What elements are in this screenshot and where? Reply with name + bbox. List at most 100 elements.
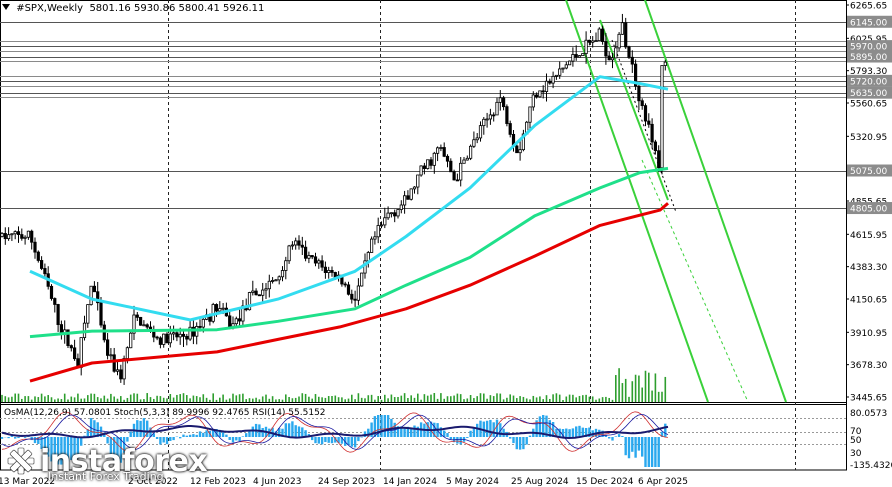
candle (294, 237, 298, 250)
candle (92, 281, 96, 293)
candle (492, 112, 496, 122)
candle (373, 231, 377, 245)
candle-body (393, 212, 397, 217)
candle-body (564, 64, 568, 69)
fib-line (611, 39, 677, 213)
osma-bar (410, 429, 413, 437)
candle-body (465, 157, 469, 161)
candle (541, 85, 545, 99)
channel-median-line (641, 159, 749, 403)
osma-bar (76, 437, 80, 459)
candle-body (452, 171, 456, 181)
time-tick-label: 24 Sep 2023 (318, 477, 375, 487)
candle-body (168, 333, 172, 344)
candle-body (162, 333, 166, 345)
candle (462, 156, 466, 164)
level-label: 5075.00 (850, 167, 887, 177)
candle (412, 186, 417, 194)
candle-body (422, 165, 427, 169)
osma-bar (320, 437, 324, 445)
osma-bar (238, 437, 241, 442)
candle-body (135, 314, 139, 318)
osma-bar (155, 437, 159, 439)
candle (505, 104, 509, 127)
level-label-box (847, 50, 892, 63)
osma-bar (182, 434, 185, 437)
osma-bar (357, 437, 360, 442)
candle-body (53, 298, 57, 305)
osma-bar (251, 426, 254, 437)
candle (287, 244, 291, 264)
candle-body (73, 347, 77, 360)
candle-body (610, 57, 615, 61)
candle-body (198, 326, 202, 328)
level-label: 5720.00 (850, 77, 887, 87)
candle (515, 143, 519, 154)
candle-body (228, 315, 232, 328)
osma-bar (515, 437, 518, 450)
trend-channel (565, 0, 787, 403)
candle (647, 113, 651, 128)
candle-body (627, 46, 631, 58)
candle-body (218, 308, 222, 312)
osma-bar (324, 437, 327, 443)
candle (627, 45, 631, 60)
candle-body (257, 294, 262, 297)
osma-bar (383, 415, 386, 437)
candle-body (624, 22, 628, 48)
osma-bar (248, 430, 251, 437)
candle (587, 39, 592, 46)
candle-body (86, 304, 90, 324)
candle-body (267, 280, 271, 290)
osma-bar (637, 437, 641, 451)
candle (30, 229, 34, 250)
candle-body (614, 47, 618, 59)
osma-bar (548, 420, 551, 437)
candle-body (40, 260, 44, 269)
candle-body (630, 56, 634, 65)
candle (544, 73, 549, 102)
candle (0, 232, 4, 238)
price-tick-label: 4150.65 (850, 296, 887, 306)
osma-bar (314, 437, 317, 444)
candle (488, 108, 493, 125)
candle (521, 129, 526, 152)
candle (330, 266, 334, 277)
candle-body (221, 307, 225, 310)
candle-body (650, 123, 654, 143)
candle (528, 106, 532, 131)
time-tick-label: 6 Apr 2025 (638, 477, 688, 487)
candle (548, 78, 552, 85)
candle (69, 344, 73, 352)
candle-body (287, 245, 291, 262)
candle-body (280, 270, 285, 278)
candle (162, 333, 166, 348)
candle-body (132, 314, 136, 334)
candle-body (472, 139, 476, 147)
candle (23, 235, 27, 245)
level-label: 5970.00 (850, 43, 887, 53)
candle-body (508, 123, 512, 135)
candle (617, 32, 621, 52)
candle (498, 90, 502, 111)
time-tick-label: 5 May 2024 (446, 477, 499, 487)
candle-body (26, 230, 31, 238)
candle-body (106, 339, 110, 356)
osma-bar (60, 437, 63, 465)
indicator-panel (0, 411, 846, 467)
dropdown-triangle-icon[interactable] (2, 4, 10, 10)
candle (89, 285, 93, 306)
candle (237, 309, 242, 326)
candle-body (386, 212, 390, 219)
candle (429, 157, 433, 170)
candle-body (462, 159, 466, 164)
candle-body (142, 324, 146, 327)
candle (465, 155, 469, 161)
candle (317, 258, 321, 269)
candle-body (264, 288, 268, 291)
osma-bar (327, 437, 330, 443)
osma-bar (551, 422, 555, 437)
candle (432, 151, 436, 174)
osma-bar (502, 428, 505, 437)
candle-body (181, 333, 186, 337)
